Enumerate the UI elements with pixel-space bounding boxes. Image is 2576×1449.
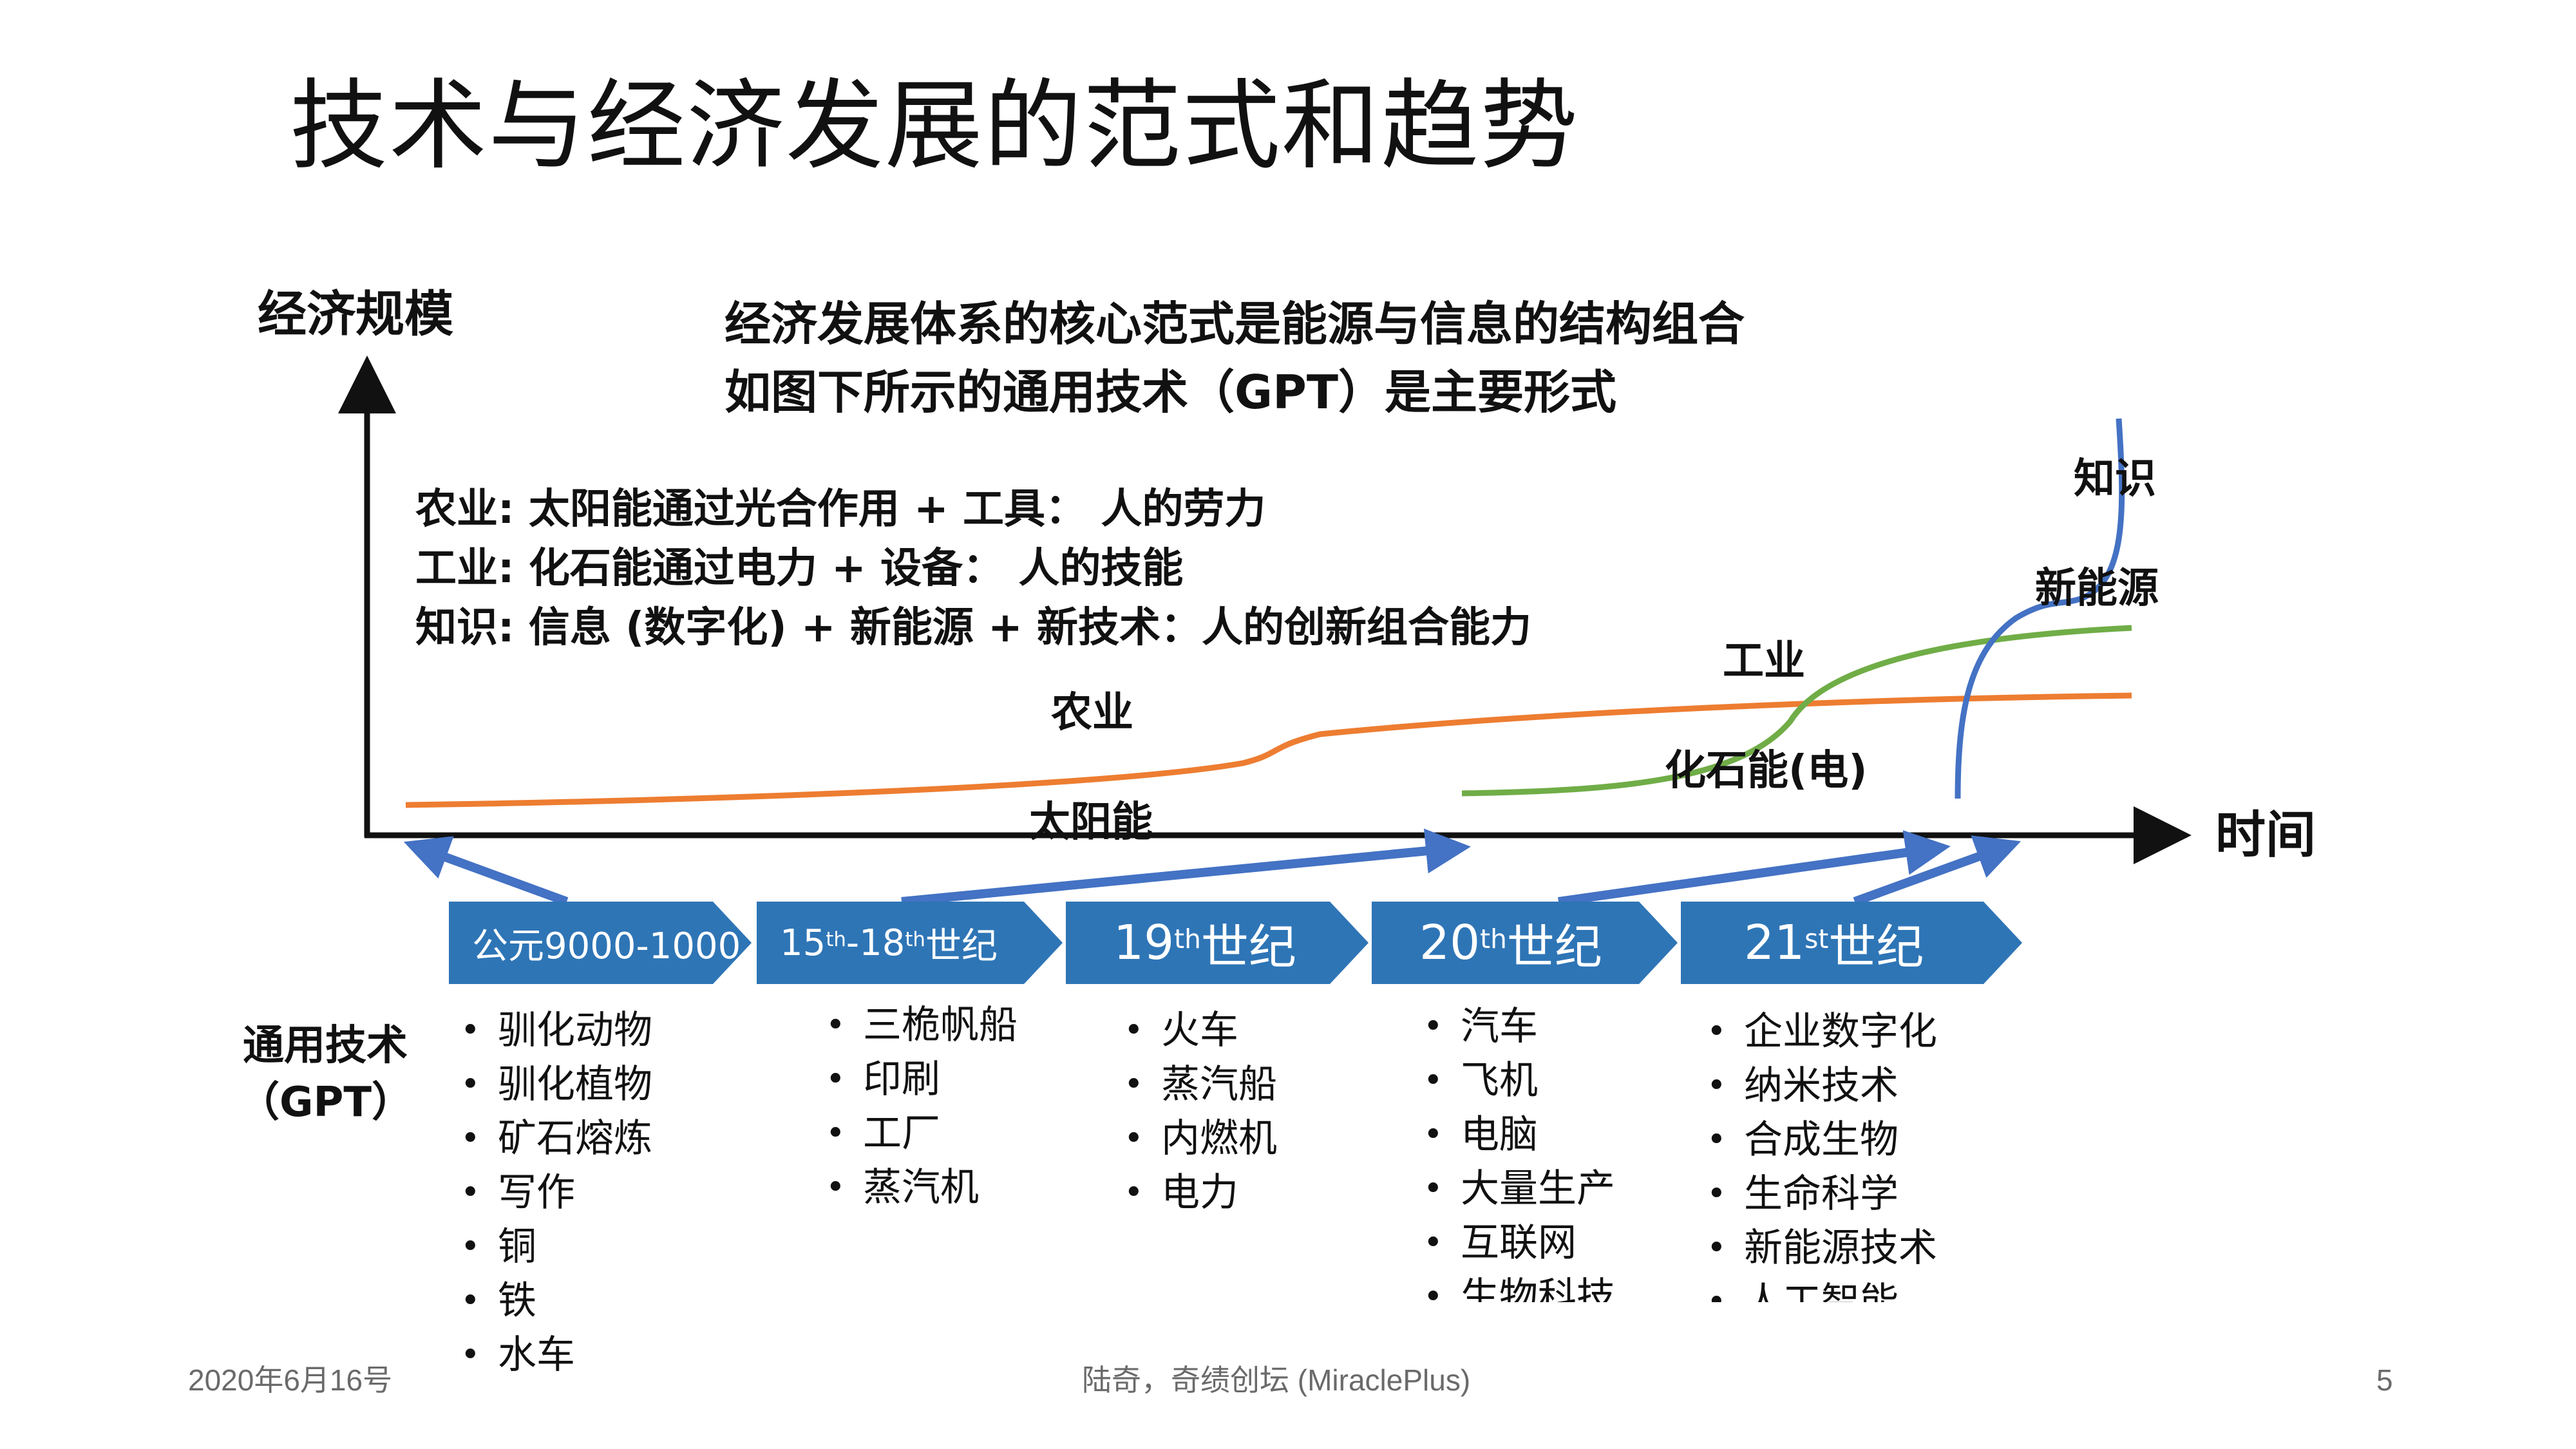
agriculture-label: 农业 — [1051, 689, 1133, 737]
list-item: 企业数字化 — [1707, 1005, 1937, 1059]
paradigm-agriculture: 农业: 太阳能通过光合作用 + 工具： 人的劳力 — [415, 486, 1266, 533]
solar-label: 太阳能 — [1029, 799, 1153, 846]
knowledge-curve — [1955, 418, 2125, 799]
list-item: 蒸汽机 — [826, 1160, 1018, 1215]
era-label: -18 — [846, 922, 905, 964]
list-item: 驯化动物 — [460, 1003, 652, 1057]
era-label: 21 — [1744, 915, 1805, 971]
gpt-list-ancient: 驯化动物 驯化植物 矿石熔炼 写作 铜 铁 水车 — [460, 1003, 652, 1382]
gpt-list-19-century: 火车 蒸汽船 内燃机 电力 — [1124, 1003, 1277, 1220]
list-item: 合成生物 — [1707, 1113, 1937, 1167]
subtitle-line: 如图下所示的通用技术（GPT）是主要形式 — [724, 365, 1616, 419]
list-item: 铁 — [460, 1274, 652, 1328]
transition-arrow — [403, 836, 569, 906]
era-label: 世纪 — [1506, 919, 1602, 975]
era-ancient: 公元9000-1000 — [449, 902, 752, 984]
paradigm-industry: 工业: 化石能通过电力 + 设备： 人的技能 — [415, 545, 1184, 592]
list-item: 蒸汽船 — [1124, 1057, 1277, 1112]
new-energy-label: 新能源 — [2035, 565, 2159, 612]
paradigm-knowledge: 知识: 信息 (数字化) + 新能源 + 新技术：人的创新组合能力 — [415, 604, 1532, 652]
era-label: 世纪 — [1200, 919, 1296, 975]
era-label: 20 — [1419, 915, 1481, 971]
list-item: 电力 — [1124, 1166, 1277, 1220]
gpt-label: 通用技术 （GPT） — [238, 1018, 413, 1131]
list-item: 大量生产 — [1423, 1162, 1615, 1216]
list-item: 人工智能 — [1707, 1275, 1937, 1302]
gpt-list-21-century: 企业数字化 纳米技术 合成生物 生命科学 新能源技术 人工智能 — [1707, 1005, 1937, 1302]
subtitle-line: 经济发展体系的核心范式是能源与信息的结构组合 — [724, 297, 1745, 351]
page-number: 5 — [2376, 1363, 2393, 1397]
era-label: 世纪 — [1828, 919, 1924, 975]
list-item: 水车 — [460, 1328, 652, 1382]
footer-date: 2020年6月16号 — [188, 1363, 393, 1397]
industry-curve — [1461, 625, 2132, 797]
agriculture-curve — [405, 692, 2132, 808]
gpt-list-20-century: 汽车 飞机 电脑 大量生产 互联网 生物科技 — [1423, 999, 1615, 1302]
fossil-energy-label: 化石能(电) — [1665, 747, 1868, 795]
list-item: 汽车 — [1423, 999, 1615, 1054]
knowledge-label: 知识 — [2074, 455, 2156, 503]
list-item: 火车 — [1124, 1003, 1277, 1057]
page-title: 技术与经济发展的范式和趋势 — [290, 69, 1579, 183]
era-label: 15 — [780, 922, 826, 964]
y-axis-label: 经济规模 — [258, 285, 453, 343]
paradigm-list: 农业: 太阳能通过光合作用 + 工具： 人的劳力 工业: 化石能通过电力 + 设… — [415, 480, 1531, 658]
transition-arrow — [901, 828, 1471, 906]
list-item: 矿石熔炼 — [460, 1112, 652, 1166]
gpt-label-line: 通用技术 — [243, 1022, 408, 1070]
list-item: 生命科学 — [1707, 1167, 1937, 1221]
era-label: 公元9000-1000 — [472, 925, 741, 967]
list-item: 飞机 — [1423, 1054, 1615, 1108]
gpt-label-line: （GPT） — [238, 1079, 413, 1126]
list-item: 驯化植物 — [460, 1057, 652, 1112]
list-item: 电脑 — [1423, 1108, 1615, 1162]
transition-arrow — [1558, 830, 1951, 906]
footer-author: 陆奇，奇绩创坛 (MiraclePlus) — [1082, 1363, 1471, 1397]
list-item: 纳米技术 — [1707, 1059, 1937, 1113]
list-item: 工厂 — [826, 1106, 1018, 1160]
list-item: 印刷 — [826, 1052, 1018, 1106]
industry-label: 工业 — [1723, 638, 1805, 685]
subtitle: 经济发展体系的核心范式是能源与信息的结构组合 如图下所示的通用技术（GPT）是主… — [724, 290, 1745, 426]
list-item: 内燃机 — [1124, 1112, 1277, 1166]
list-item: 新能源技术 — [1707, 1221, 1937, 1275]
x-axis-label: 时间 — [2215, 806, 2316, 864]
list-item: 生物科技 — [1423, 1270, 1615, 1302]
list-item: 写作 — [460, 1166, 652, 1220]
list-item: 三桅帆船 — [826, 998, 1018, 1052]
era-label: 19 — [1113, 915, 1175, 971]
transition-arrow — [1853, 835, 2022, 906]
list-item: 铜 — [460, 1220, 652, 1274]
era-label: 世纪 — [925, 925, 998, 967]
gpt-list-15-18-century: 三桅帆船 印刷 工厂 蒸汽机 — [826, 998, 1018, 1215]
list-item: 互联网 — [1423, 1216, 1615, 1270]
